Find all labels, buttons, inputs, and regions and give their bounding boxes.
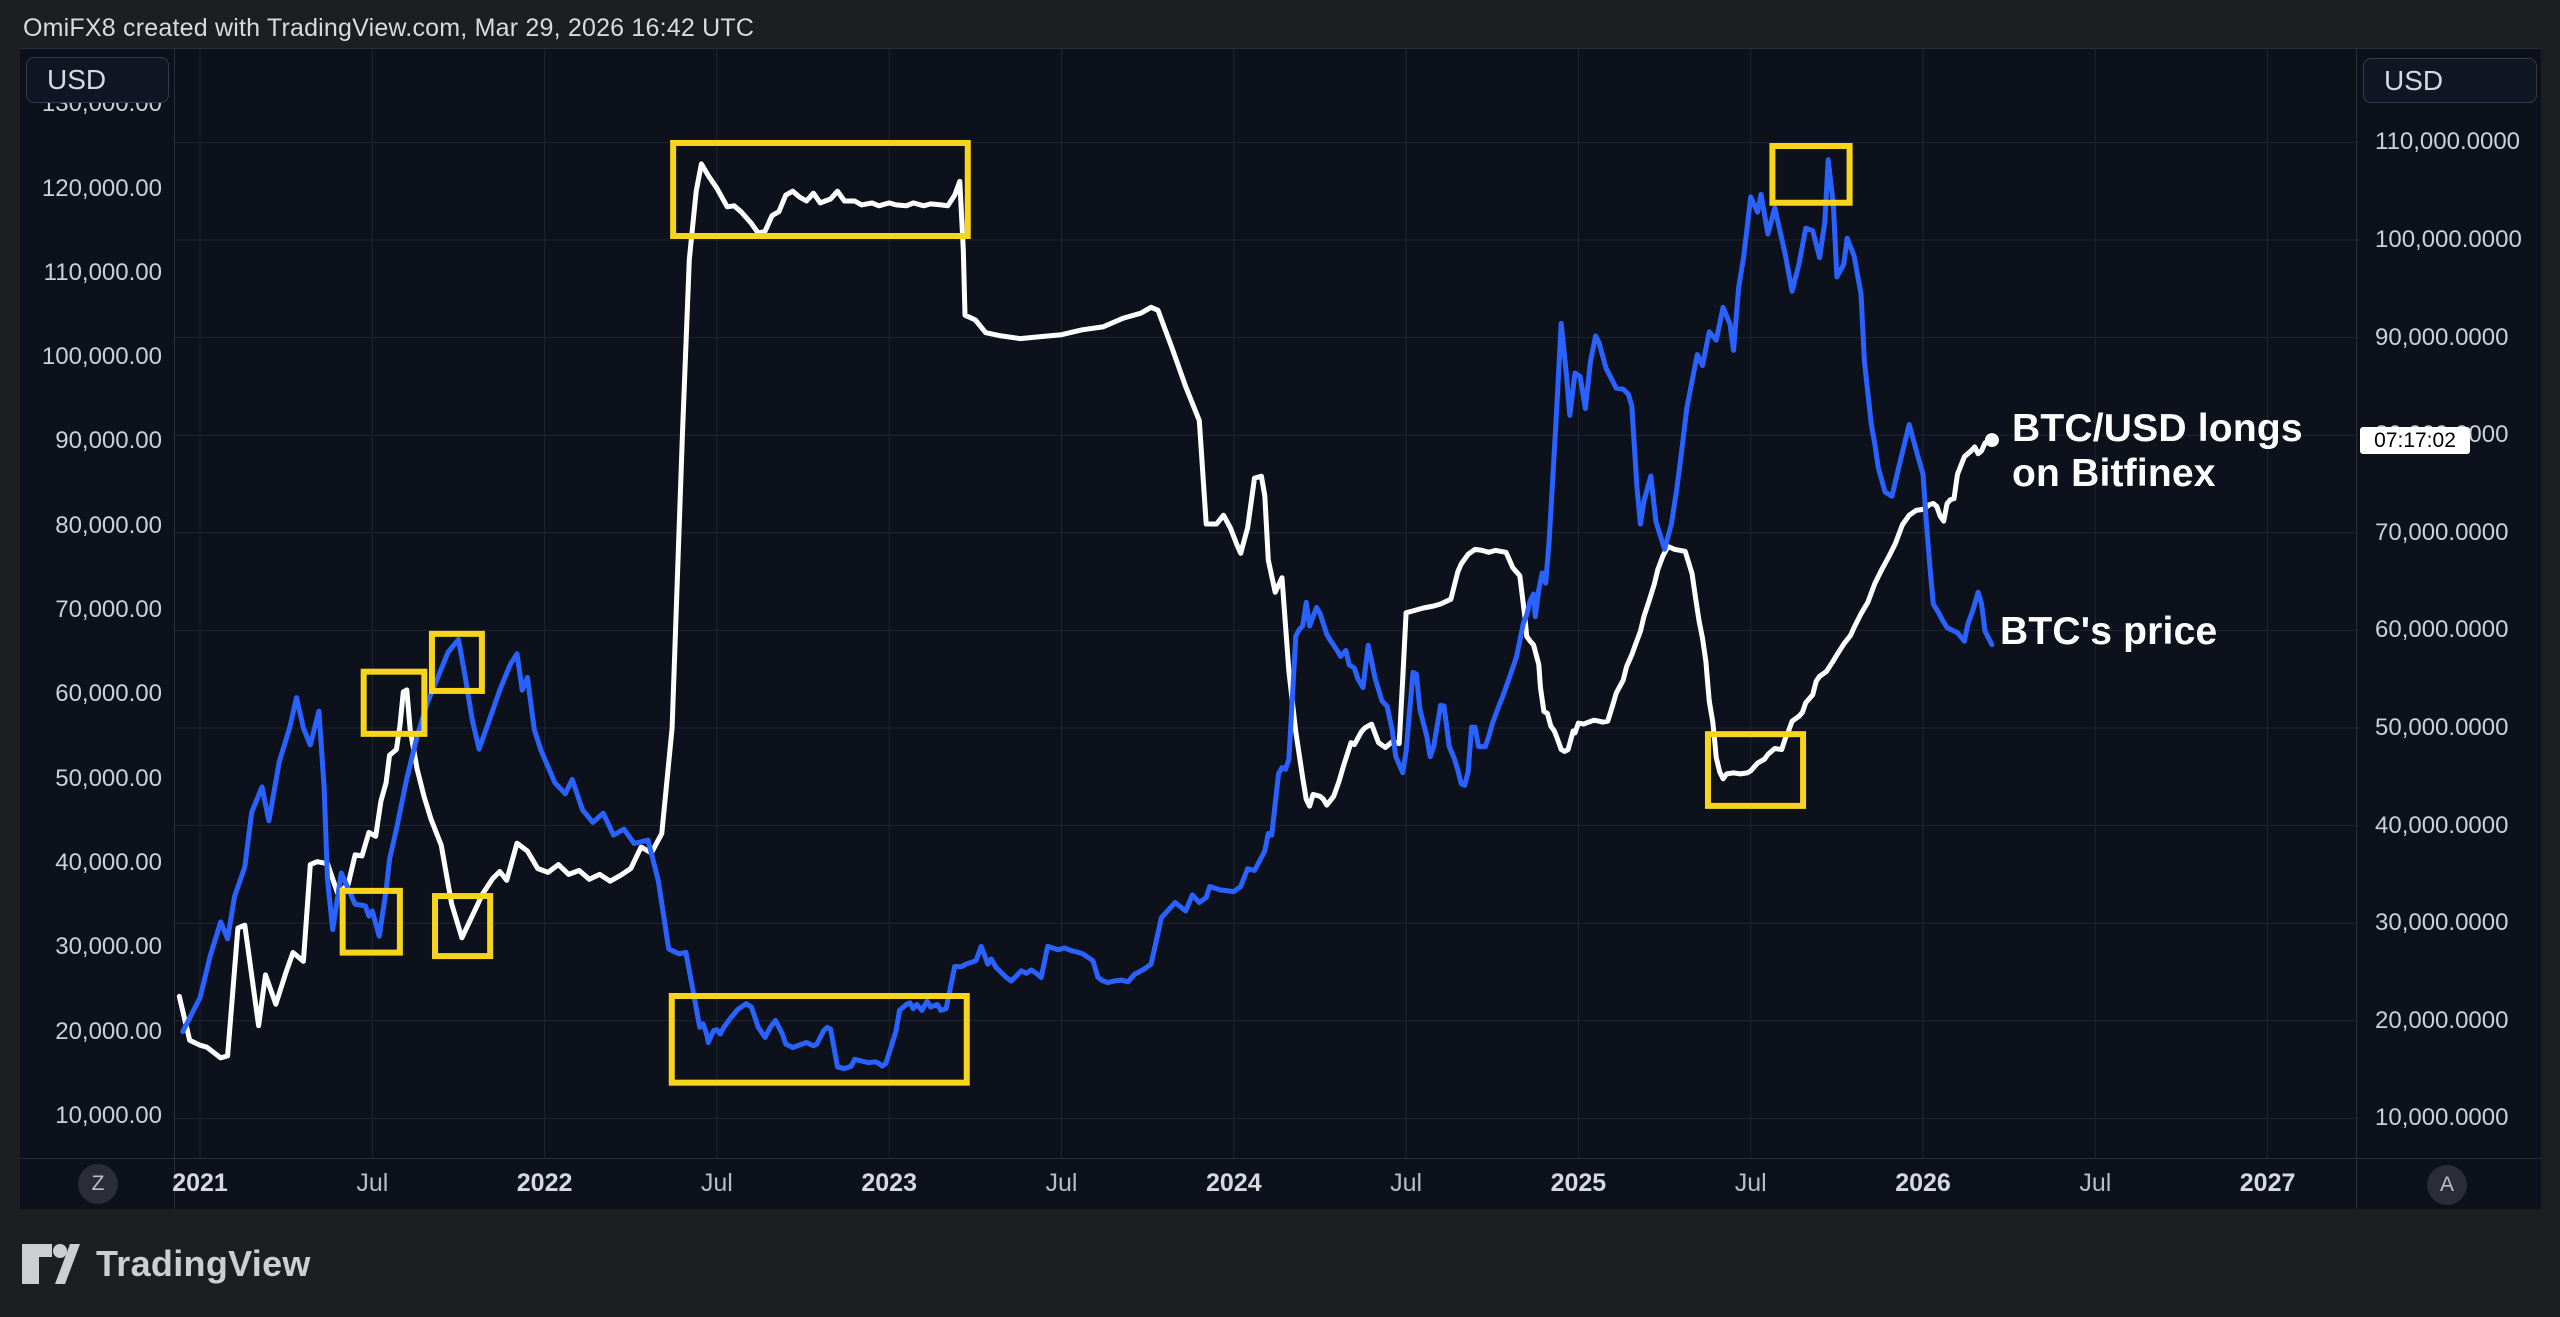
left-axis-tick-label: 70,000.00 xyxy=(55,596,162,623)
scroll-left-button[interactable]: Z xyxy=(78,1164,118,1204)
countdown-text: 07:17:02 xyxy=(2374,428,2456,452)
highlight-box[interactable] xyxy=(339,887,403,956)
tradingview-logo-icon xyxy=(22,1244,80,1284)
bar-countdown-price-label: 07:17:02 xyxy=(2360,427,2470,455)
left-axis-tick-label: 100,000.00 xyxy=(41,343,162,371)
left-currency-button[interactable]: USD xyxy=(26,57,169,103)
highlight-box[interactable] xyxy=(668,993,970,1086)
time-axis-month-label: Jul xyxy=(1390,1169,1423,1197)
time-axis-divider xyxy=(20,1158,2541,1159)
left-axis-tick-label: 110,000.00 xyxy=(43,258,162,286)
chart-attribution-title: OmiFX8 created with TradingView.com, Mar… xyxy=(23,14,755,42)
left-axis-tick-label: 40,000.00 xyxy=(55,848,162,876)
time-axis-year-label: 2022 xyxy=(516,1169,573,1197)
highlight-box[interactable] xyxy=(1769,143,1853,206)
scroll-right-button[interactable]: A xyxy=(2427,1165,2467,1205)
left-axis-tick-label: 90,000.00 xyxy=(55,427,162,455)
left-axis-tick-label: 80,000.00 xyxy=(55,511,162,539)
right-axis-tick-label: 70,000.0000 xyxy=(2375,518,2509,546)
right-scale-divider[interactable] xyxy=(2356,49,2357,1209)
right-currency-label: USD xyxy=(2384,64,2444,96)
scroll-left-label: Z xyxy=(91,1172,105,1195)
right-axis-tick-label: 100,000.0000 xyxy=(2375,226,2522,253)
time-axis-year-label: 2023 xyxy=(861,1169,917,1197)
right-currency-button[interactable]: USD xyxy=(2363,58,2537,103)
price-series-line[interactable] xyxy=(180,157,1995,1072)
time-axis-month-label: Jul xyxy=(1045,1169,1078,1197)
time-axis-month-label: Jul xyxy=(1734,1169,1767,1197)
longs-series-annotation: BTC/USD longs on Bitfinex xyxy=(2012,407,2303,495)
right-axis-tick-label: 60,000.0000 xyxy=(2375,616,2509,644)
longs-series-line[interactable] xyxy=(176,161,1995,1061)
highlight-box[interactable] xyxy=(432,893,494,960)
tradingview-logo-text: TradingView xyxy=(96,1243,311,1284)
tradingview-logo[interactable]: TradingView xyxy=(22,1243,311,1285)
right-axis-tick-label: 30,000.0000 xyxy=(2375,909,2509,937)
time-axis-year-label: 2021 xyxy=(172,1169,228,1197)
highlight-box[interactable] xyxy=(670,139,971,239)
left-axis-tick-label: 120,000.00 xyxy=(41,174,162,202)
left-axis-tick-label: 50,000.00 xyxy=(55,764,162,792)
left-axis-tick-label: 20,000.00 xyxy=(55,1017,162,1045)
highlight-box[interactable] xyxy=(428,630,485,694)
left-axis-tick-label: 30,000.00 xyxy=(55,933,162,961)
highlight-box[interactable] xyxy=(360,668,428,737)
price-series-annotation: BTC's price xyxy=(2000,610,2218,653)
time-axis-year-label: 2027 xyxy=(2239,1169,2296,1197)
highlight-box[interactable] xyxy=(1704,731,1807,809)
price-chart-canvas[interactable] xyxy=(20,49,2541,1209)
time-axis-month-label: Jul xyxy=(2079,1169,2112,1197)
scroll-right-label: A xyxy=(2439,1173,2454,1196)
right-axis-tick-label: 40,000.0000 xyxy=(2375,811,2509,839)
left-axis-tick-label: 60,000.00 xyxy=(55,680,162,708)
right-axis-tick-label: 110,000.0000 xyxy=(2375,128,2521,156)
time-axis-year-label: 2026 xyxy=(1895,1169,1951,1197)
chart-widget[interactable]: 130,000.00 120,000.00 110,000.00 100,000.00… xyxy=(20,48,2541,1209)
right-axis-tick-label: 10,000.0000 xyxy=(2375,1104,2509,1132)
time-axis-month-label: Jul xyxy=(700,1169,733,1197)
time-axis-month-label: Jul xyxy=(356,1169,389,1197)
right-axis-tick-label: 20,000.0000 xyxy=(2375,1006,2509,1034)
right-axis-tick-label: 90,000.0000 xyxy=(2375,323,2509,351)
left-axis-tick-label: 10,000.00 xyxy=(55,1101,162,1129)
right-axis-tick-label: 50,000.0000 xyxy=(2375,714,2509,741)
left-currency-label: USD xyxy=(47,64,107,95)
time-axis-year-label: 2025 xyxy=(1550,1169,1607,1197)
left-scale-divider[interactable] xyxy=(174,49,175,1209)
time-axis-year-label: 2024 xyxy=(1205,1169,1262,1197)
longs-series-end-dot xyxy=(1984,433,1999,448)
